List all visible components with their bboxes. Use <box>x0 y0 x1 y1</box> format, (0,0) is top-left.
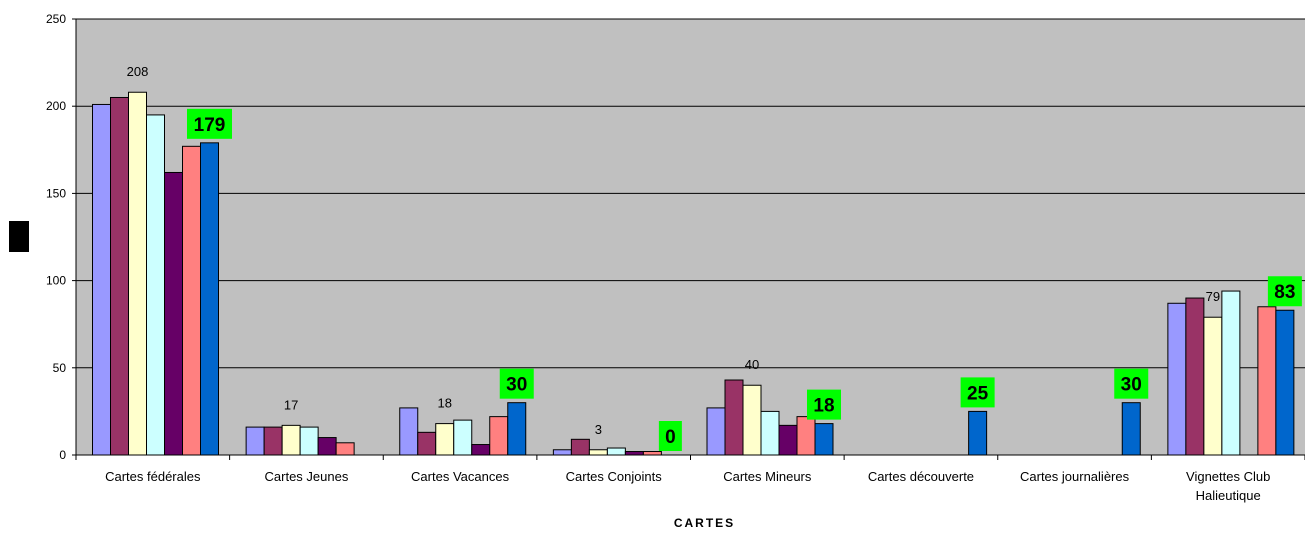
bar <box>245 426 265 456</box>
data-label: 18 <box>438 396 452 411</box>
bar <box>417 431 437 456</box>
highlight-label: 25 <box>967 383 989 404</box>
x-axis-title: CARTES <box>674 516 735 530</box>
bar <box>968 410 988 456</box>
bar <box>814 423 834 456</box>
y-tick-label: 100 <box>46 274 66 288</box>
highlight-label: 83 <box>1274 282 1295 303</box>
bar <box>760 410 780 456</box>
bar <box>489 416 509 456</box>
data-label: 17 <box>284 397 298 412</box>
bar <box>110 96 129 456</box>
bar <box>1167 302 1187 456</box>
bar <box>1121 402 1141 456</box>
y-tick-label: 250 <box>46 12 66 26</box>
category-label: Vignettes Club <box>1186 469 1270 484</box>
bar <box>1275 309 1295 456</box>
bar <box>200 142 219 456</box>
data-label: 79 <box>1206 289 1220 304</box>
highlight-label-box <box>187 108 232 139</box>
bar <box>1221 290 1241 456</box>
bar <box>742 384 762 456</box>
category-label: Cartes Mineurs <box>723 469 812 484</box>
bar <box>128 91 147 456</box>
highlight-label: 0 <box>665 427 676 448</box>
y-tick-label: 150 <box>46 186 66 200</box>
data-label: 3 <box>595 422 602 437</box>
category-label: Cartes découverte <box>868 469 974 484</box>
highlight-label: 18 <box>813 396 834 417</box>
bar <box>453 419 473 456</box>
category-label: Cartes Vacances <box>411 469 510 484</box>
highlight-label: 179 <box>194 115 226 136</box>
highlight-label-box <box>807 389 841 420</box>
highlight-label-box <box>658 421 682 451</box>
bar <box>263 426 283 456</box>
highlight-label-box <box>1114 368 1149 399</box>
plot-area <box>76 19 1305 455</box>
bar <box>588 449 608 456</box>
bar <box>164 171 183 456</box>
legend-marker <box>9 221 29 252</box>
bar <box>570 438 590 456</box>
bar <box>724 379 744 456</box>
bar <box>182 145 201 456</box>
bar <box>778 424 798 456</box>
bar <box>1185 297 1205 456</box>
highlight-label-box <box>499 368 534 399</box>
bar <box>146 114 165 456</box>
data-label: 40 <box>745 357 759 372</box>
bar <box>507 402 527 456</box>
data-label: 208 <box>127 64 149 79</box>
highlight-label-box <box>1267 276 1302 307</box>
category-label: Cartes Conjoints <box>566 469 663 484</box>
category-label: Cartes fédérales <box>105 469 201 484</box>
highlight-label-box <box>960 377 995 408</box>
bar <box>399 407 419 456</box>
bar <box>435 423 455 456</box>
bar <box>606 447 626 456</box>
bar <box>1257 306 1277 456</box>
bar <box>281 424 301 456</box>
highlight-label: 30 <box>506 375 527 396</box>
category-label: Cartes Jeunes <box>265 469 349 484</box>
bar <box>317 437 337 456</box>
y-tick-label: 50 <box>53 361 67 375</box>
bar <box>92 103 111 456</box>
bar <box>471 444 491 456</box>
bar <box>299 426 319 456</box>
bar <box>1203 316 1223 456</box>
bar <box>552 449 572 456</box>
category-label: Cartes journalières <box>1020 469 1130 484</box>
highlight-label: 30 <box>1121 375 1142 396</box>
category-label: Halieutique <box>1196 488 1261 503</box>
bar <box>796 416 816 456</box>
bar <box>706 407 726 456</box>
bar <box>335 442 355 456</box>
bar <box>642 451 662 456</box>
bar <box>624 451 644 456</box>
y-tick-label: 0 <box>59 448 66 462</box>
y-tick-label: 200 <box>46 99 66 113</box>
